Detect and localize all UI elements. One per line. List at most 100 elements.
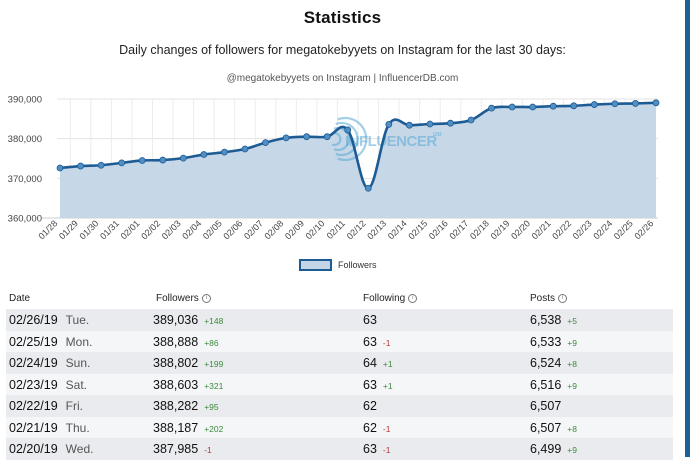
followers-delta: +199: [204, 359, 224, 369]
x-tick-label: 02/02: [139, 218, 162, 241]
weekday: Mon.: [65, 334, 93, 349]
x-tick-label: 01/31: [98, 218, 121, 241]
following-delta: -1: [382, 445, 391, 455]
y-tick-label: 380,000: [8, 134, 42, 145]
x-tick-label: 02/18: [468, 218, 491, 241]
cell-date: 02/22/19 Fri.: [9, 399, 83, 413]
posts-value: 6,516: [530, 377, 562, 392]
cell-posts: 6,507: [530, 399, 567, 413]
y-tick-label: 390,000: [8, 95, 42, 106]
data-point-02-03: [179, 154, 187, 162]
weekday: Sun.: [65, 356, 91, 370]
data-point-02-12: [364, 184, 372, 192]
followers-value: 388,802: [153, 356, 199, 370]
data-point-02-22: [570, 102, 578, 110]
data-point-02-14: [405, 121, 413, 129]
posts-value: 6,507: [530, 420, 562, 435]
cell-following: 64 +1: [363, 356, 393, 370]
data-point-01-31: [118, 159, 126, 167]
following-delta: +1: [382, 359, 393, 369]
data-point-02-15: [426, 120, 434, 128]
x-tick-label: 01/29: [57, 218, 80, 241]
table-row: 02/24/19 Sun. 388,802 +199 64 +1 6,524 +8: [6, 352, 673, 374]
date-value: 02/23/19: [9, 377, 58, 392]
x-tick-label: 02/05: [201, 218, 224, 241]
cell-date: 02/20/19 Wed.: [9, 442, 93, 456]
cell-following: 63 +1: [363, 378, 393, 392]
page-subtitle: Daily changes of followers for megatokeb…: [119, 43, 566, 57]
data-point-02-02: [159, 156, 167, 164]
cell-followers: 388,603 +321: [153, 378, 223, 392]
x-tick-label: 02/13: [365, 218, 388, 241]
data-point-02-16: [447, 119, 454, 127]
x-tick-label: 02/24: [591, 218, 614, 241]
data-point-02-24: [611, 100, 619, 108]
stats-table: Date Followers i Following i Posts i 02/…: [6, 290, 673, 460]
followers-delta: -1: [204, 445, 212, 455]
data-point-02-19: [508, 103, 516, 111]
header-following-label: Following: [363, 293, 406, 304]
x-tick-label: 02/23: [571, 218, 594, 241]
weekday: Fri.: [65, 399, 83, 413]
cell-posts: 6,538 +5: [530, 313, 577, 327]
scrollbar[interactable]: [685, 0, 690, 457]
date-value: 02/24/19: [9, 356, 58, 370]
x-tick-label: 02/15: [406, 218, 429, 241]
following-value: 62: [363, 399, 377, 413]
data-point-01-29: [77, 162, 84, 170]
date-value: 02/25/19: [9, 334, 58, 349]
info-icon[interactable]: i: [408, 294, 418, 303]
table-row: 02/23/19 Sat. 388,603 +321 63 +1 6,516 +9: [6, 373, 673, 395]
followers-area: [60, 102, 656, 218]
posts-delta: +8: [567, 359, 577, 369]
header-date-label: Date: [9, 293, 31, 304]
x-tick-label: 02/08: [262, 218, 285, 241]
following-delta: +1: [382, 380, 393, 391]
info-icon[interactable]: i: [201, 294, 211, 303]
data-point-02-25: [632, 100, 639, 107]
legend-label-followers: Followers: [338, 260, 377, 270]
data-point-02-11: [344, 126, 352, 134]
data-point-02-23: [590, 101, 598, 108]
cell-followers: 388,282 +95: [153, 399, 219, 413]
followers-delta: +321: [204, 380, 224, 391]
cell-followers: 389,036 +148: [153, 313, 223, 327]
data-point-01-30: [97, 161, 105, 169]
table-row: 02/20/19 Wed. 387,985 -1 63 -1 6,499 +9: [6, 438, 673, 460]
data-point-02-05: [221, 148, 228, 156]
followers-value: 389,036: [153, 313, 199, 327]
cell-following: 63 -1: [363, 442, 390, 456]
cell-posts: 6,516 +9: [530, 378, 577, 392]
weekday: Tue.: [65, 313, 90, 327]
chart-caption: @megatokebyyets on Instagram | Influence…: [226, 73, 459, 84]
cell-followers: 387,985 -1: [153, 442, 212, 456]
followers-value: 387,985: [153, 442, 199, 456]
followers-value: 388,603: [153, 377, 199, 392]
chart-legend[interactable]: Followers: [299, 259, 377, 271]
data-point-02-08: [282, 134, 290, 142]
cell-followers: 388,802 +199: [153, 356, 223, 370]
x-tick-label: 02/09: [283, 218, 306, 241]
table-row: 02/25/19 Mon. 388,888 +86 63 -1 6,533 +9: [6, 330, 673, 352]
table-row: 02/21/19 Thu. 388,187 +202 62 -1 6,507 +8: [6, 416, 673, 438]
posts-value: 6,538: [530, 313, 562, 327]
data-point-02-01: [138, 157, 146, 164]
info-icon[interactable]: i: [558, 294, 568, 303]
cell-posts: 6,524 +8: [530, 356, 577, 370]
cell-date: 02/24/19 Sun.: [9, 356, 90, 370]
posts-delta: +9: [567, 380, 577, 391]
cell-date: 02/25/19 Mon.: [9, 335, 92, 349]
cell-following: 62: [363, 399, 383, 413]
weekday: Thu.: [65, 420, 90, 435]
posts-value: 6,499: [530, 442, 562, 456]
following-value: 62: [363, 420, 377, 435]
x-tick-label: 02/16: [427, 218, 450, 241]
table-row: 02/22/19 Fri. 388,282 +95 62 6,507: [6, 395, 673, 417]
data-point-02-20: [529, 103, 537, 111]
legend-swatch-followers: [299, 259, 332, 271]
x-tick-label: 02/12: [345, 218, 368, 241]
following-value: 63: [363, 313, 377, 327]
following-delta: -1: [382, 423, 391, 434]
table-header: Date Followers i Following i Posts i: [6, 290, 673, 309]
data-point-02-06: [241, 145, 249, 153]
